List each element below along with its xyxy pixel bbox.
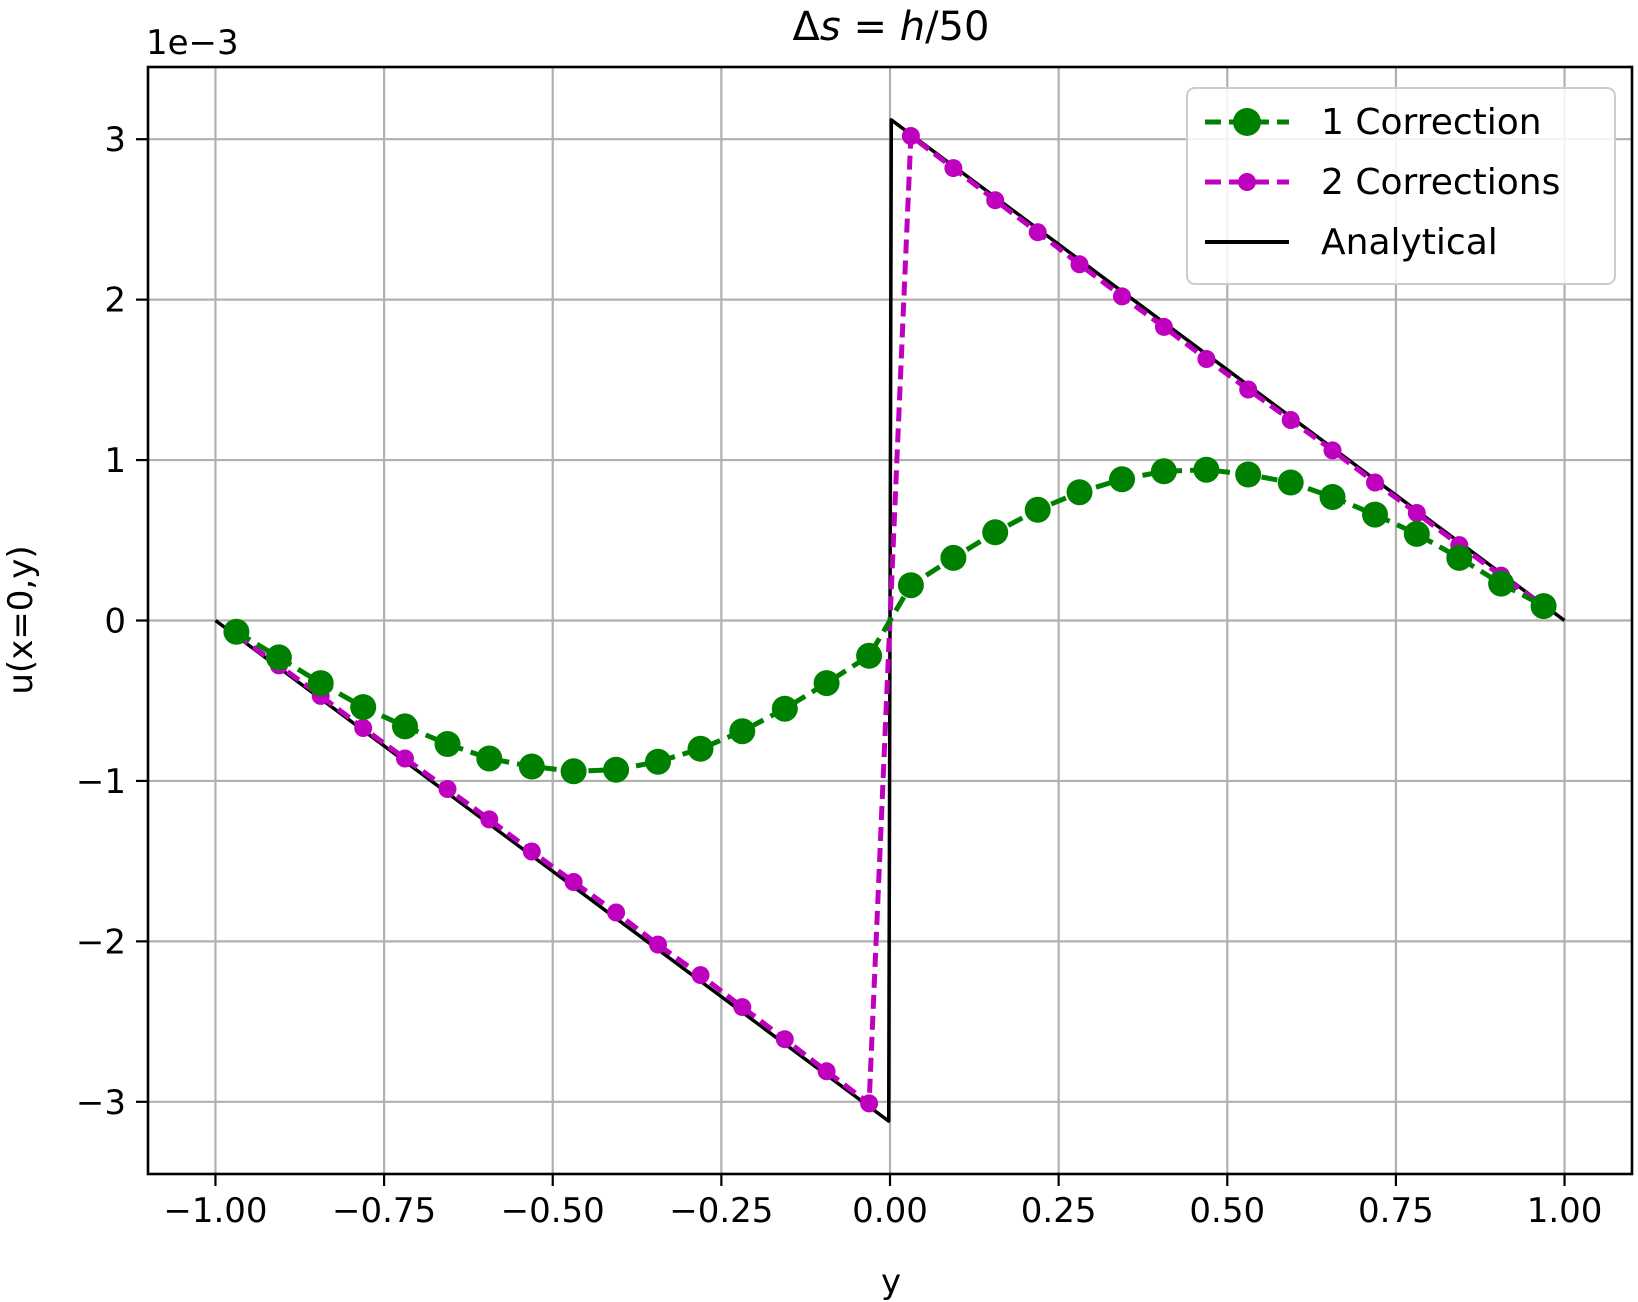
legend-marker-1-correction	[1233, 108, 1261, 136]
point-2-corrections	[691, 966, 710, 985]
point-2-corrections	[354, 719, 373, 737]
x-tick-label: 1.00	[1527, 1191, 1603, 1231]
point-2-corrections	[1113, 287, 1131, 306]
point-1-correction	[350, 694, 377, 721]
point-2-corrections	[1366, 473, 1384, 492]
point-1-correction	[265, 644, 292, 671]
point-1-correction	[560, 758, 587, 785]
point-1-correction	[856, 642, 883, 669]
point-1-correction	[434, 731, 461, 757]
point-1-correction	[940, 544, 967, 571]
point-2-corrections	[480, 810, 499, 829]
point-2-corrections	[1197, 350, 1216, 368]
point-2-corrections	[775, 1030, 794, 1049]
point-1-correction	[687, 735, 714, 762]
y-tick-label: 0	[104, 602, 126, 642]
point-2-corrections	[1070, 255, 1089, 274]
point-1-correction	[1066, 479, 1093, 506]
y-tick-label: −2	[76, 922, 126, 962]
point-2-corrections	[1239, 380, 1258, 399]
x-tick-label: 0.25	[1021, 1191, 1097, 1231]
point-2-corrections	[1281, 411, 1300, 429]
point-2-corrections	[522, 842, 541, 861]
point-1-correction	[476, 745, 503, 772]
point-1-correction	[518, 753, 545, 780]
point-1-correction	[1235, 461, 1262, 488]
point-2-corrections	[733, 998, 752, 1017]
x-tick-label: −0.25	[669, 1191, 773, 1231]
y-axis-multiplier: 1e−3	[146, 23, 239, 63]
point-1-correction	[982, 519, 1009, 546]
point-2-corrections	[860, 1094, 879, 1113]
point-1-correction	[603, 756, 630, 783]
point-1-correction	[1109, 466, 1135, 493]
point-1-correction	[1024, 496, 1051, 523]
x-tick-label: −0.75	[332, 1191, 436, 1231]
legend-entry-2-corrections: 2 Corrections	[1205, 162, 1560, 203]
point-1-correction	[771, 695, 798, 722]
legend-label-2-corrections: 2 Corrections	[1321, 162, 1560, 203]
x-tick-label: −1.00	[163, 1191, 267, 1231]
tick-layer: −1.00 −0.75 −0.50 −0.25 0.00 0.25 0.50 0.75 1.00…	[76, 120, 1603, 1231]
title-eq: =	[841, 4, 900, 50]
point-2-corrections	[944, 159, 963, 178]
title-h: h	[900, 4, 925, 50]
point-2-corrections	[986, 191, 1005, 210]
point-2-corrections	[438, 780, 457, 798]
title-rest: /50	[925, 4, 989, 50]
point-1-correction	[1446, 544, 1473, 571]
x-tick-label: −0.50	[501, 1191, 605, 1231]
y-tick-label: 2	[104, 281, 126, 321]
series-1-correction	[223, 456, 1557, 785]
point-1-correction	[1150, 458, 1177, 485]
point-2-corrections	[607, 903, 626, 922]
series-layer	[214, 118, 1566, 1123]
point-2-corrections	[649, 935, 667, 954]
legend: 1 Correction 2 Corrections Analytical	[1186, 87, 1616, 285]
point-1-correction	[1277, 469, 1304, 496]
x-tick-label: 0.75	[1358, 1191, 1434, 1231]
point-2-corrections	[817, 1062, 836, 1081]
point-2-corrections	[1323, 441, 1342, 460]
point-1-correction	[645, 748, 671, 775]
point-1-correction	[729, 718, 756, 745]
point-2-corrections	[1407, 504, 1426, 522]
x-axis-label: y	[881, 1262, 901, 1302]
legend-label-analytical: Analytical	[1321, 222, 1498, 263]
chart-title: Δs = h/50	[793, 4, 990, 50]
legend-box	[1186, 87, 1616, 285]
point-1-correction	[307, 670, 334, 697]
legend-marker-2-corrections	[1238, 173, 1256, 191]
point-1-correction	[1530, 593, 1557, 620]
point-1-correction	[1319, 484, 1346, 510]
point-1-correction	[392, 713, 418, 740]
point-2-corrections	[396, 749, 414, 768]
point-1-correction	[1488, 570, 1515, 597]
point-2-corrections	[1028, 223, 1047, 242]
point-1-correction	[897, 572, 924, 599]
y-tick-label: −3	[76, 1083, 126, 1123]
y-tick-label: 3	[104, 120, 126, 160]
point-1-correction	[1193, 456, 1220, 483]
point-1-correction	[223, 618, 250, 645]
point-2-corrections	[564, 873, 583, 891]
y-tick-label: 1	[104, 441, 126, 481]
y-axis-label: u(x=0,y)	[1, 545, 41, 694]
point-1-correction	[813, 670, 840, 697]
legend-entry-analytical: Analytical	[1205, 222, 1498, 263]
y-tick-label: −1	[76, 762, 126, 802]
x-tick-label: 0.50	[1189, 1191, 1265, 1231]
legend-entry-1-correction: 1 Correction	[1205, 102, 1542, 143]
point-1-correction	[1403, 520, 1430, 547]
point-2-corrections	[901, 127, 920, 145]
point-2-corrections	[1154, 317, 1173, 336]
x-tick-label: 0.00	[852, 1191, 928, 1231]
title-s: s	[820, 4, 841, 50]
title-delta: Δ	[793, 4, 821, 50]
point-1-correction	[1362, 501, 1388, 528]
legend-label-1-correction: 1 Correction	[1321, 102, 1542, 143]
